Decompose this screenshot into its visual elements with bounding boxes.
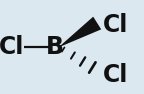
Text: Cl: Cl bbox=[103, 63, 129, 87]
Text: Cl: Cl bbox=[103, 13, 129, 37]
Text: B: B bbox=[46, 35, 64, 59]
Polygon shape bbox=[58, 17, 101, 47]
Text: Cl: Cl bbox=[0, 35, 24, 59]
